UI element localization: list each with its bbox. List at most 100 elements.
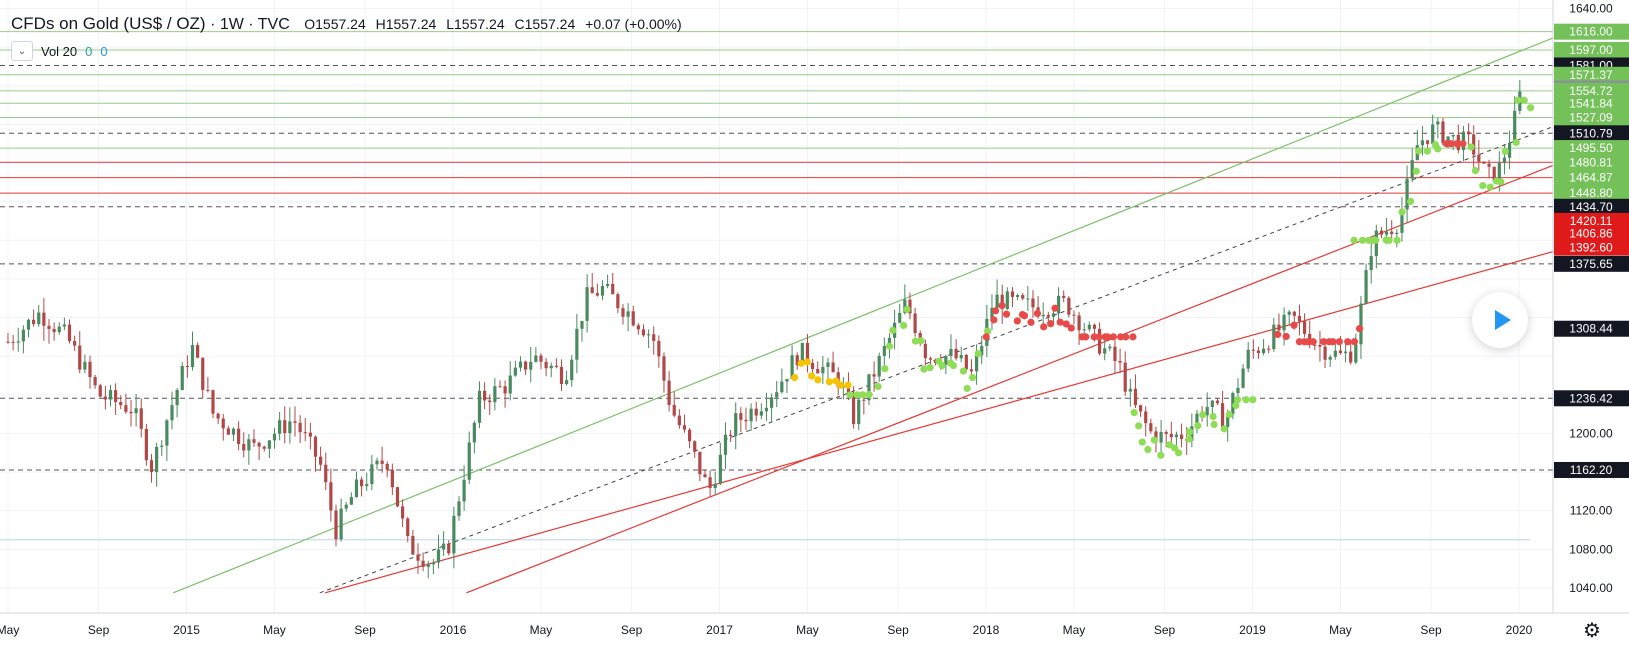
candle — [851, 386, 856, 429]
candle-body — [201, 357, 205, 390]
candle-body — [1256, 350, 1261, 354]
candle — [98, 383, 102, 398]
indicator-dot — [1138, 438, 1146, 446]
candle — [498, 380, 502, 388]
play-button[interactable] — [1472, 292, 1528, 348]
candle-body — [544, 361, 548, 369]
candle-body — [175, 389, 179, 406]
gear-icon[interactable]: ⚙ — [1583, 619, 1601, 642]
candle-body — [257, 442, 261, 447]
candle-body — [1390, 231, 1394, 234]
price-tag-bg — [1554, 461, 1629, 478]
time-axis-label: Sep — [88, 623, 110, 637]
indicator-dot — [938, 361, 946, 370]
price-tag-bg — [1554, 42, 1629, 59]
price-tag-label: 1162.20 — [1570, 463, 1613, 477]
price-tag: 1616.00 — [1554, 23, 1629, 40]
indicator-dot — [1486, 183, 1494, 191]
candle — [529, 346, 533, 383]
candle — [395, 486, 400, 508]
candle — [524, 360, 528, 376]
candle-body — [1400, 209, 1404, 233]
candle-body — [303, 432, 307, 434]
indicator-dot — [998, 301, 1006, 310]
time-axis-label: 2018 — [973, 623, 1000, 637]
indicator-dot — [963, 384, 971, 393]
candle — [1420, 125, 1425, 156]
candle — [621, 304, 625, 325]
candle-body — [1179, 434, 1184, 439]
candle — [493, 378, 497, 411]
candle — [283, 406, 287, 444]
candle — [626, 303, 630, 332]
candle-body — [1031, 298, 1035, 308]
candle-body — [1277, 324, 1281, 331]
price-tag-label: 1236.42 — [1569, 391, 1613, 405]
indicator-dot — [874, 382, 882, 391]
candle-body — [862, 399, 866, 401]
candle — [303, 418, 307, 442]
candle — [93, 374, 97, 389]
time-axis-label: Sep — [887, 623, 909, 637]
candle — [149, 454, 154, 483]
candle-body — [237, 428, 241, 444]
candle-body — [872, 374, 876, 377]
candle-body — [67, 324, 72, 342]
candle-body — [1144, 411, 1148, 424]
price-axis[interactable]: 1640.00 1200.00 1120.00 1080.00 1040.00 1616.… — [1552, 0, 1629, 613]
candle-body — [278, 420, 282, 434]
candle — [1482, 161, 1486, 165]
candle — [411, 530, 415, 556]
candle — [575, 313, 579, 374]
candle-body — [349, 497, 353, 505]
indicator-dot — [1453, 140, 1461, 148]
indicator-dot — [1398, 208, 1406, 216]
indicator-dot — [1047, 320, 1055, 328]
candle — [431, 558, 435, 575]
indicator-dot — [926, 363, 934, 372]
price-tag-label: 1527.09 — [1569, 111, 1613, 125]
time-axis[interactable]: May Sep 2015 May Sep 2016 May Sep 2017 May Sep 2018… — [0, 612, 1629, 653]
candle-body — [949, 348, 953, 356]
candle — [1256, 346, 1261, 359]
candle — [1379, 227, 1384, 239]
volume-label[interactable]: Vol 20 — [41, 43, 78, 59]
candle — [26, 318, 31, 338]
candle-body — [1369, 256, 1373, 271]
candle — [816, 361, 820, 374]
candle-body — [759, 411, 763, 416]
candle-body — [570, 359, 574, 381]
candle-body — [483, 390, 487, 401]
candle — [488, 394, 492, 415]
indicator-dot — [991, 307, 1000, 315]
interval[interactable]: 1W — [219, 16, 244, 33]
chevron-down-icon[interactable]: ⌄ — [11, 41, 33, 61]
candle — [1415, 129, 1419, 161]
candle — [339, 498, 343, 542]
indicator-dot — [1225, 410, 1233, 419]
indicator-dot — [1209, 412, 1217, 421]
candle-body — [1251, 349, 1255, 351]
candle-body — [718, 454, 722, 484]
indicator-dot — [1447, 140, 1455, 148]
symbol-name[interactable]: CFDs on Gold (US$ / OZ) — [11, 14, 206, 33]
candle — [1251, 339, 1255, 359]
candle-body — [580, 320, 584, 329]
candle — [600, 280, 605, 301]
price-tag: 1464.87 — [1554, 169, 1629, 186]
candle — [723, 422, 728, 470]
candle-body — [32, 319, 36, 325]
candle-body — [513, 367, 517, 376]
candle-body — [1103, 348, 1107, 354]
candle — [898, 303, 902, 324]
indicator-dot — [1013, 317, 1021, 325]
price-tag: 1597.00 — [1554, 42, 1629, 59]
candle-body — [964, 354, 968, 370]
candle-body — [744, 419, 748, 422]
candle-body — [810, 362, 815, 369]
indicator-dot — [1304, 338, 1312, 346]
indicator-dot — [1122, 333, 1130, 341]
candle-body — [903, 299, 907, 313]
candle-body — [1015, 295, 1020, 297]
